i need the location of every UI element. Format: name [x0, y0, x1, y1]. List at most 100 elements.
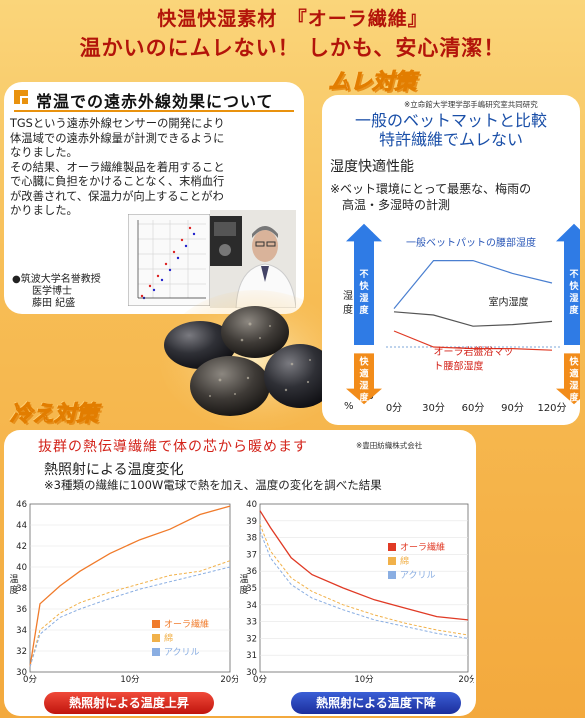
- legend-swatch-2: [152, 648, 160, 656]
- far-infrared-title: 常温での遠赤外線効果について: [36, 92, 274, 111]
- x-tick-label: 20分: [220, 675, 238, 685]
- aura-stones-image: [160, 290, 350, 430]
- comfortable-label-char: 適: [569, 368, 578, 380]
- series-line-2: [29, 566, 231, 667]
- comfortable-label-char: 度: [359, 392, 369, 404]
- series-label-aura-2: ト腰部湿度: [434, 359, 484, 372]
- y-axis-label-char: 湿: [343, 290, 353, 302]
- x-tick-label: 10分: [120, 675, 140, 685]
- series-line-0: [259, 510, 469, 621]
- y-tick-label: 42: [16, 542, 27, 552]
- humidity-headline-1: 一般のベットマットと比較: [354, 111, 547, 130]
- legend-label-2: アクリル: [400, 570, 436, 581]
- series-line-2: [393, 330, 553, 351]
- y-tick-label: 32: [16, 647, 27, 657]
- header-line1: 快温快湿素材 『オーラ繊維』: [157, 8, 428, 30]
- x-tick-label: 0分: [386, 402, 402, 414]
- series-line-1: [29, 560, 231, 667]
- uncomfortable-label-char: 湿: [359, 292, 368, 304]
- uncomfortable-label-char: 快: [569, 280, 579, 292]
- x-tick-label: 10分: [354, 675, 374, 685]
- uncomfortable-label-char: 度: [359, 304, 369, 316]
- warmth-research-note: ※豊田紡織株式会社: [356, 441, 423, 450]
- uncomfortable-label-char: 不: [569, 269, 578, 280]
- y-unit-label: %: [344, 401, 354, 412]
- temperature-rise-badge: 熱照射による温度上昇: [44, 692, 214, 714]
- legend-swatch-1: [388, 557, 396, 565]
- y-tick-label: 33: [246, 618, 257, 628]
- uncomfortable-label-char: 不: [359, 269, 368, 280]
- y-tick-label: 30: [246, 668, 257, 678]
- x-tick-label: 20分: [458, 675, 474, 685]
- y-axis-label-char: 度: [239, 584, 248, 596]
- y-axis-label-char: 温: [239, 574, 248, 585]
- warmth-subtitle: 熱照射による温度変化: [44, 462, 184, 478]
- series-label-aura-1: オーラ岩盤浴マッ: [434, 345, 514, 358]
- bullet-icon: [14, 90, 28, 104]
- comfortable-arrow-left: [346, 353, 382, 405]
- legend-swatch-1: [152, 634, 160, 642]
- legend-label-2: アクリル: [164, 647, 200, 658]
- y-tick-label: 31: [246, 651, 257, 661]
- y-tick-label: 32: [246, 634, 257, 644]
- temperature-fall-chart: 30 31 32 33 34 35 36 37 38 39 40 0分 10分 20分 温度 オーラ繊維綿アク…: [239, 500, 474, 685]
- moisture-section-tag: ムレ対策: [327, 70, 417, 96]
- comfortable-label-char: 適: [359, 368, 368, 380]
- x-tick-label: 0分: [253, 675, 267, 685]
- warmth-desc: ※3種類の繊維に100W電球で熱を加え、温度の変化を調べた結果: [44, 478, 382, 492]
- uncomfortable-arrow-left: [346, 223, 382, 345]
- legend-swatch-0: [152, 620, 160, 628]
- cold-section-tag: 冷え対策: [9, 402, 99, 428]
- legend-swatch-0: [388, 543, 396, 551]
- comfortable-label-char: 湿: [569, 380, 578, 392]
- warmth-headline: 抜群の熱伝導繊維で体の芯から暖めます: [38, 439, 308, 455]
- uncomfortable-label-char: 快: [359, 280, 369, 292]
- legend-swatch-2: [388, 571, 396, 579]
- uncomfortable-label-char: 湿: [569, 292, 578, 304]
- series-line-0: [29, 505, 231, 667]
- y-axis-label-char: 度: [343, 303, 353, 316]
- y-tick-label: 38: [16, 584, 27, 594]
- legend-label-1: 綿: [400, 555, 409, 567]
- humidity-desc-1: ※ベット環境にとって最悪な、梅雨の: [330, 182, 532, 196]
- uncomfortable-label-char: 度: [569, 304, 579, 316]
- comfortable-arrow-right: [556, 353, 580, 405]
- legend-label-1: 綿: [164, 632, 173, 644]
- y-tick-label: 36: [246, 567, 257, 577]
- y-tick-label: 34: [16, 626, 27, 636]
- y-tick-label: 35: [246, 584, 257, 594]
- x-tick-label: 0分: [23, 675, 37, 685]
- series-line-0: [393, 260, 553, 309]
- humidity-desc-2: 高温・多湿時の計測: [342, 198, 451, 212]
- y-tick-label: 44: [16, 521, 27, 531]
- research-graph-image: [128, 214, 210, 306]
- x-tick-label: 120分: [537, 402, 566, 414]
- humidity-research-note: ※立命館大学理学部手嶋研究室共同研究: [404, 100, 538, 109]
- y-tick-label: 40: [246, 500, 257, 510]
- y-axis-label-char: 度: [9, 584, 18, 596]
- series-line-1: [259, 524, 469, 636]
- series-line-1: [393, 311, 553, 327]
- y-axis-label-char: 温: [9, 574, 18, 585]
- header-line2: 温かいのにムレない！ しかも、安心清潔！: [79, 35, 506, 60]
- y-tick-label: 37: [246, 550, 257, 560]
- professor-credit: ●筑波大学名誉教授 医学博士 藤田 紀盛: [12, 274, 101, 309]
- humidity-subtitle: 湿度快適性能: [330, 159, 414, 175]
- y-tick-label: 39: [246, 517, 257, 527]
- comfortable-label-char: 度: [569, 392, 579, 404]
- legend-label-0: オーラ繊維: [400, 541, 445, 553]
- x-tick-label: 60分: [462, 402, 485, 414]
- y-tick-label: 40: [16, 563, 27, 573]
- humidity-chart: 455565758595%湿度0分30分60分90分120分不快湿度快適湿度不快…: [343, 223, 580, 414]
- legend-label-0: オーラ繊維: [164, 618, 209, 630]
- y-tick-label: 46: [16, 500, 27, 510]
- y-tick-label: 38: [246, 534, 257, 544]
- title-underline: [14, 110, 294, 112]
- x-tick-label: 90分: [501, 402, 524, 414]
- comfortable-label-char: 快: [569, 356, 579, 368]
- series-label-bed-pad: 一般ベットパットの腰部湿度: [406, 236, 536, 249]
- uncomfortable-arrow-right: [556, 223, 580, 345]
- series-label-room: 室内湿度: [489, 295, 529, 308]
